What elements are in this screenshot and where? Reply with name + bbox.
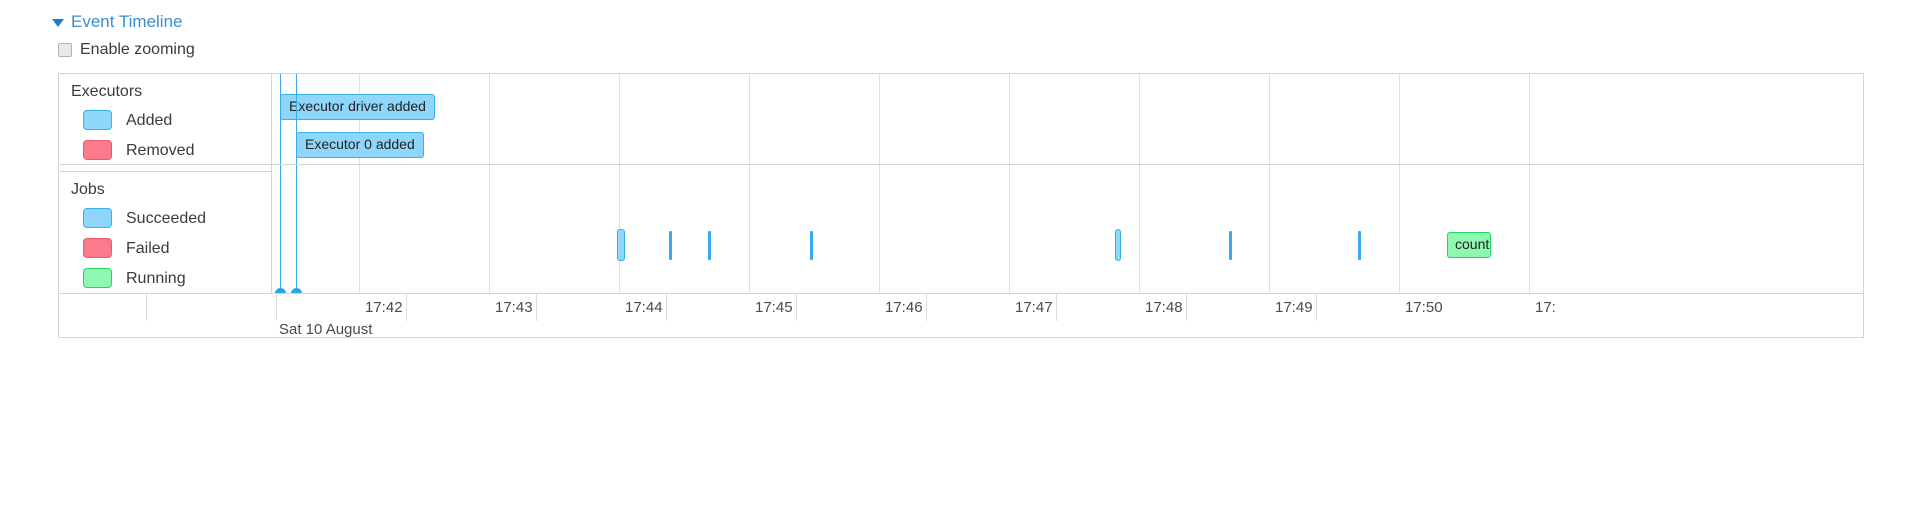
legend-label-succeeded: Succeeded: [126, 209, 207, 227]
axis-date-label: Sat 10 August: [279, 321, 373, 338]
axis-tick-label: 17:47: [1015, 299, 1053, 316]
legend-group-executors: Executors Added Removed: [59, 74, 271, 162]
checkbox-unchecked-icon[interactable]: [58, 42, 72, 57]
legend-label-added: Added: [126, 111, 173, 129]
axis-tick-line: [536, 293, 537, 321]
executor-event-label[interactable]: Executor driver added: [280, 94, 435, 120]
legend-group-title-jobs: Jobs: [71, 181, 105, 198]
axis-tick-label: 17:49: [1275, 299, 1313, 316]
gridline: [1529, 74, 1530, 337]
swatch-failed-icon: [83, 238, 112, 258]
axis-top-line: [59, 293, 1863, 294]
legend-item-added: Added: [83, 108, 271, 132]
gridline: [1269, 74, 1270, 337]
executor-event-label[interactable]: Executor 0 added: [296, 132, 424, 158]
axis-tick-line: [1316, 293, 1317, 321]
legend-label-removed: Removed: [126, 141, 195, 159]
time-axis: 17:42 17:43 17:44 17:45 17:46 17:47 17:48 17:49…: [59, 293, 1863, 337]
caret-down-icon[interactable]: [52, 19, 64, 27]
axis-tick-line: [926, 293, 927, 321]
axis-tick-line: [1056, 293, 1057, 321]
gridline: [1139, 74, 1140, 337]
axis-tick-label: 17:46: [885, 299, 923, 316]
enable-zooming-control[interactable]: Enable zooming: [58, 40, 195, 59]
timeline-panel: Executor driver added Executor 0 added co…: [58, 73, 1864, 338]
axis-tick-line: [146, 293, 147, 321]
legend-group-jobs: Jobs Succeeded Failed Running: [59, 171, 271, 290]
job-marker-succeeded[interactable]: [617, 229, 625, 261]
gridline: [1399, 74, 1400, 337]
axis-tick-line: [1186, 293, 1187, 321]
axis-tick-line: [406, 293, 407, 321]
axis-tick-label: 17:42: [365, 299, 403, 316]
executor-start-marker-stem: [296, 74, 297, 296]
job-marker-succeeded[interactable]: [1115, 229, 1121, 261]
legend-label-running: Running: [126, 269, 186, 287]
gridline: [619, 74, 620, 337]
axis-tick-line: [276, 293, 277, 321]
axis-tick-label: 17:45: [755, 299, 793, 316]
axis-tick-label: 17:48: [1145, 299, 1183, 316]
gridline: [1009, 74, 1010, 337]
axis-tick-line: [796, 293, 797, 321]
job-marker-tick[interactable]: [669, 231, 672, 260]
legend-item-removed: Removed: [83, 138, 271, 162]
swatch-removed-icon: [83, 140, 112, 160]
axis-tick-label: 17:: [1535, 299, 1556, 316]
axis-tick-label: 17:44: [625, 299, 663, 316]
legend-item-succeeded: Succeeded: [83, 206, 271, 230]
axis-tick-label: 17:43: [495, 299, 533, 316]
legend-group-title-executors: Executors: [71, 83, 143, 100]
job-marker-tick[interactable]: [810, 231, 813, 260]
gridline: [359, 74, 360, 337]
swatch-succeeded-icon: [83, 208, 112, 228]
page-title[interactable]: Event Timeline: [71, 12, 183, 31]
legend-label-failed: Failed: [126, 239, 170, 257]
axis-tick-label: 17:50: [1405, 299, 1443, 316]
enable-zooming-label: Enable zooming: [80, 41, 195, 58]
legend-item-failed: Failed: [83, 236, 271, 260]
job-marker-tick[interactable]: [708, 231, 711, 260]
job-marker-tick[interactable]: [1229, 231, 1232, 260]
driver-start-marker-stem: [280, 74, 281, 296]
timeline-plot: Executor driver added Executor 0 added co…: [272, 74, 1863, 337]
axis-tick-line: [666, 293, 667, 321]
legend-item-running: Running: [83, 266, 271, 290]
gridline: [879, 74, 880, 337]
swatch-running-icon: [83, 268, 112, 288]
job-marker-tick[interactable]: [1358, 231, 1361, 260]
job-marker-running[interactable]: count: [1447, 232, 1491, 258]
gridline: [489, 74, 490, 337]
lane-separator-executors: [59, 164, 1863, 165]
gridline: [749, 74, 750, 337]
event-timeline-header[interactable]: Event Timeline: [52, 12, 183, 32]
swatch-added-icon: [83, 110, 112, 130]
